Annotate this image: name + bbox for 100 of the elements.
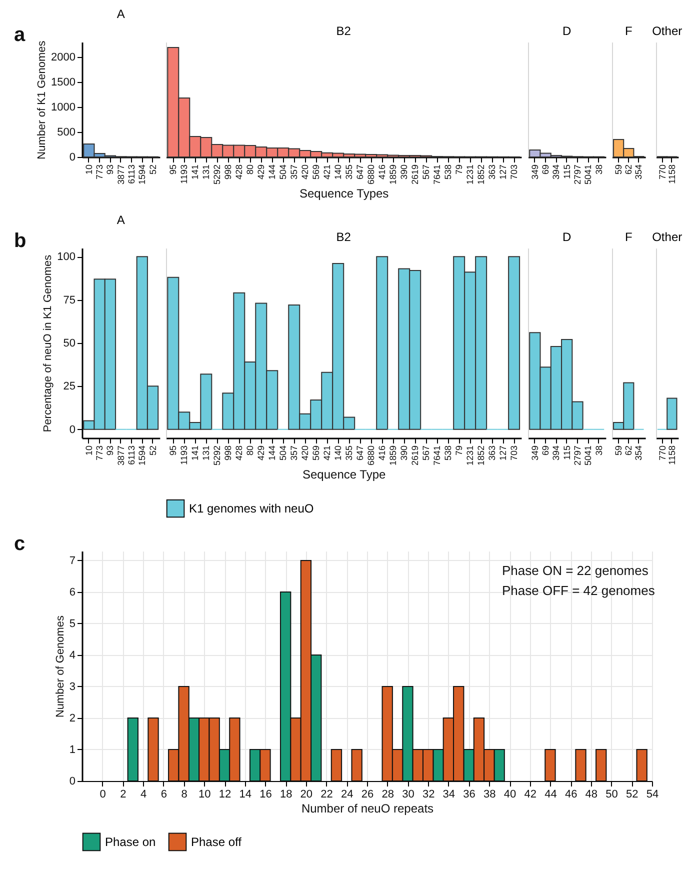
x-tick-label: 42: [524, 788, 536, 800]
y-tick-label: 7: [69, 554, 76, 567]
chart-title: B2: [336, 24, 352, 38]
text: c: [14, 533, 26, 555]
legend-label: Phase on: [105, 834, 156, 849]
x-tick-label: 144: [267, 164, 278, 180]
y-tick-label: 0: [69, 776, 76, 788]
x-tick-label: 0: [100, 788, 106, 800]
bar: [544, 748, 556, 782]
x-tick-label: 115: [562, 164, 572, 179]
y-tick-label: 2: [69, 712, 76, 724]
x-tick-label: 416: [377, 164, 388, 180]
x-tick-label: 62: [624, 164, 634, 175]
x-tick-label: 1158: [666, 446, 677, 465]
x-tick-label: 141: [190, 446, 200, 461]
y-axis-title: Number of Genomes: [54, 614, 66, 718]
x-tick-label: 2797: [572, 446, 582, 466]
y-tick-label: 1500: [51, 76, 76, 88]
x-tick-label: 2797: [572, 164, 582, 185]
x-tick-label: 46: [564, 788, 578, 800]
x-tick-label: 131: [201, 164, 212, 180]
x-axis-title: Sequence Type: [302, 468, 386, 482]
x-tick-label: 10: [84, 164, 94, 175]
x-tick-label: 2619: [410, 164, 420, 185]
x-tick-label: 80: [245, 446, 256, 456]
x-tick-label: 647: [355, 164, 366, 180]
x-tick-label: 3877: [116, 446, 126, 466]
x-tick-label: 8: [181, 788, 188, 800]
x-tick-label: 5041: [583, 446, 594, 466]
x-tick-label: 22: [320, 788, 333, 800]
x-tick-label: 355: [344, 164, 354, 180]
x-tick-label: 7641: [432, 446, 442, 466]
x-tick-label: 38: [594, 164, 604, 175]
chart-title: F: [624, 24, 632, 38]
x-tick-label: 34: [442, 788, 456, 800]
x-tick-label: 52: [626, 788, 638, 800]
x-tick-label: 93: [105, 446, 116, 456]
x-tick-label: 394: [551, 164, 562, 180]
x-tick-label: 429: [256, 164, 266, 180]
x-tick-label: 16: [260, 788, 272, 800]
x-tick-label: 567: [421, 446, 432, 461]
y-tick-label: 3: [69, 680, 76, 693]
y-tick-label: 2000: [51, 52, 76, 64]
legend-label: Phase off: [191, 834, 242, 849]
bar: [351, 748, 362, 782]
legend-label: K1 genomes with neuO: [189, 502, 314, 516]
x-tick-label: 1158: [666, 164, 677, 184]
x-tick-label: 5041: [583, 164, 594, 185]
x-tick-label: 355: [344, 446, 354, 461]
x-tick-label: 59: [614, 164, 624, 175]
x-tick-label: 50: [606, 788, 618, 800]
x-tick-label: 1852: [476, 446, 486, 466]
x-tick-label: 1594: [137, 164, 148, 185]
x-tick-label: 54: [646, 788, 659, 800]
x-tick-label: 538: [443, 446, 454, 461]
text: a: [14, 24, 26, 46]
x-tick-label: 6880: [366, 164, 376, 185]
x-tick-label: 52: [148, 446, 158, 456]
x-tick-label: 773: [94, 164, 105, 180]
chart-title: A: [116, 7, 125, 21]
x-tick-label: 6880: [366, 446, 376, 466]
y-axis-title: Percentage of neuO in K1 Genomes: [42, 254, 54, 432]
annotation: Phase OFF = 42 genomes: [502, 583, 656, 598]
x-tick-label: 80: [245, 164, 256, 175]
y-tick-label: 0: [69, 152, 76, 164]
y-axis-title: Number of K1 Genomes: [36, 40, 48, 160]
x-tick-label: 504: [278, 446, 288, 461]
x-tick-label: 62: [624, 446, 634, 456]
x-tick-label: 390: [399, 446, 410, 461]
y-tick-label: 50: [63, 338, 76, 350]
x-tick-label: 703: [509, 446, 520, 461]
y-tick-label: 5: [69, 618, 76, 630]
x-tick-label: 420: [300, 164, 310, 180]
x-tick-label: 131: [201, 446, 212, 461]
x-tick-label: 538: [443, 164, 454, 180]
x-tick-label: 7641: [432, 164, 442, 185]
x-tick-label: 6113: [126, 164, 136, 184]
x-tick-label: 79: [454, 446, 464, 456]
x-tick-label: 2619: [410, 446, 420, 466]
bar: [575, 748, 586, 782]
x-tick-label: 363: [487, 446, 498, 461]
x-tick-label: 52: [148, 164, 158, 175]
x-tick-label: 349: [530, 446, 540, 461]
x-tick-label: 773: [94, 446, 105, 461]
x-tick-label: 394: [551, 446, 562, 461]
x-tick-label: 416: [377, 446, 388, 461]
y-tick-label: 1: [69, 744, 76, 756]
x-tick-label: 770: [657, 446, 668, 461]
y-tick-label: 500: [57, 126, 76, 138]
x-axis-title: Number of neuO repeats: [301, 802, 434, 816]
x-tick-label: 18: [280, 788, 292, 800]
x-tick-label: 36: [463, 788, 476, 800]
x-tick-label: 5292: [212, 164, 222, 185]
x-tick-label: 48: [585, 788, 598, 800]
x-tick-label: 79: [454, 164, 464, 175]
x-tick-label: 1852: [476, 164, 486, 185]
chart-title: A: [116, 213, 125, 227]
x-tick-label: 40: [504, 788, 516, 800]
x-tick-label: 144: [267, 446, 278, 461]
x-tick-label: 567: [421, 164, 432, 180]
